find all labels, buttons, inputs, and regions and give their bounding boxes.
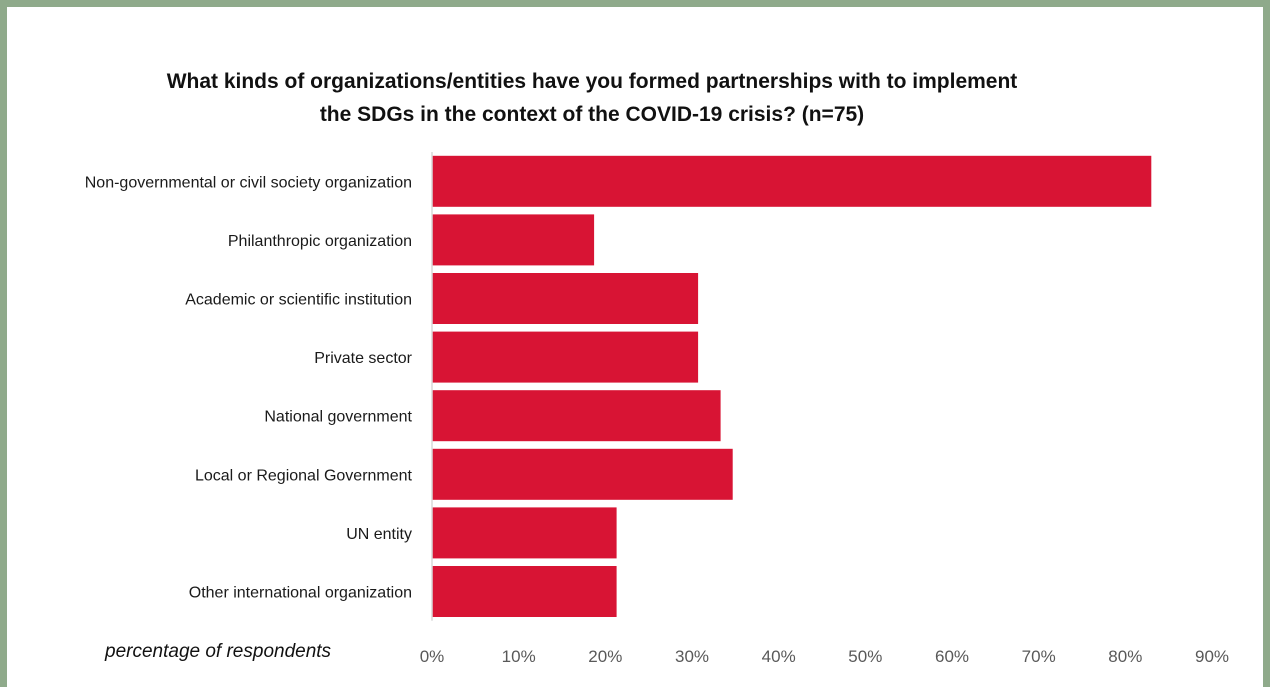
category-label-1: Philanthropic organization — [228, 233, 412, 250]
x-tick-label-8: 80% — [1108, 647, 1142, 666]
x-tick-label-5: 50% — [848, 647, 882, 666]
bar-7 — [432, 566, 617, 617]
category-label-4: National government — [264, 409, 412, 426]
x-tick-label-0: 0% — [420, 647, 445, 666]
category-label-6: UN entity — [346, 526, 412, 543]
bar-5 — [432, 448, 733, 500]
category-label-3: Private sector — [314, 350, 412, 367]
x-tick-label-3: 30% — [675, 647, 709, 666]
category-label-0: Non-governmental or civil society organi… — [85, 174, 412, 191]
x-tick-label-6: 60% — [935, 647, 969, 666]
x-tick-label-2: 20% — [588, 647, 622, 666]
x-axis-title: percentage of respondents — [104, 641, 332, 662]
category-label-5: Local or Regional Government — [195, 467, 413, 484]
bar-6 — [432, 507, 617, 559]
chart-title: What kinds of organizations/entities hav… — [67, 65, 1117, 131]
x-tick-label-1: 10% — [502, 647, 536, 666]
chart-title-line-2: the SDGs in the context of the COVID-19 … — [319, 103, 865, 126]
chart-title-line-1: What kinds of organizations/entities hav… — [166, 70, 1018, 93]
bar-1 — [432, 214, 595, 266]
x-tick-label-9: 90% — [1195, 647, 1229, 666]
bar-0 — [432, 155, 1152, 207]
bar-2 — [432, 273, 699, 324]
category-label-2: Academic or scientific institution — [185, 292, 412, 309]
category-label-7: Other international organization — [189, 585, 412, 602]
bar-3 — [432, 331, 699, 383]
x-tick-label-7: 70% — [1022, 647, 1056, 666]
bar-4 — [432, 390, 721, 442]
x-tick-label-4: 40% — [762, 647, 796, 666]
